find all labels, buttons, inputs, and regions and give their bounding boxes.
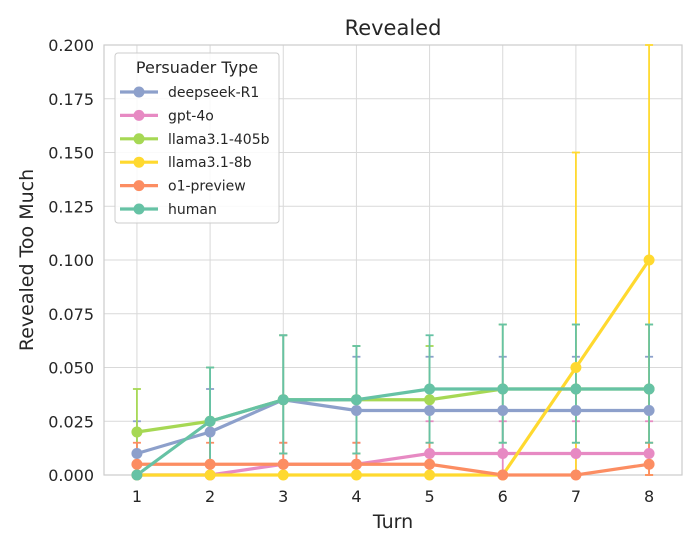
data-point-gpt-4o [570,448,582,459]
series-lines [135,259,651,477]
data-point-o1-preview [131,458,143,470]
legend: Persuader Type deepseek-R1 gpt-4o llama3.1… [114,52,280,224]
data-point-human [570,383,582,395]
data-point-deepseek-r1 [570,405,582,416]
y-tick-label: 0.125 [48,197,94,216]
legend-box [114,52,280,224]
y-tick-label: 0.050 [48,359,94,378]
data-point-deepseek-r1 [131,448,143,459]
y-tick-label: 0.025 [48,412,94,431]
y-tick-label: 0.200 [48,36,94,55]
series-line-o1-preview [136,462,650,477]
data-point-human [131,469,143,481]
y-axis-title: Revealed Too Much [16,169,38,351]
legend-swatch-marker-deepseek-r1 [133,86,145,98]
series-line-llama3-1-8b [136,259,651,477]
legend-swatch-marker-human [133,203,145,215]
data-point-o1-preview [277,458,289,470]
series-line-gpt-4o [136,451,650,477]
data-point-o1-preview [204,458,216,470]
data-point-llama3-1-8b [570,362,582,373]
data-point-llama3-1-8b [424,469,436,481]
data-point-human [350,394,362,406]
legend-swatch-marker-gpt-4o [133,109,145,121]
y-tick-label: 0.175 [48,90,94,109]
y-tick-label: 0.075 [48,305,94,324]
tick-labels: 0.000 0.025 0.050 0.075 0.100 0.125 0.150 0.175… [48,36,654,506]
x-tick-label: 1 [132,487,142,506]
data-point-o1-preview [350,458,362,470]
data-point-human [497,383,509,395]
legend-label-llama3-1-405b: llama3.1-405b [168,132,270,148]
data-point-gpt-4o [497,448,509,459]
data-point-llama3-1-8b [350,469,362,481]
legend-items: deepseek-R1 gpt-4o llama3.1-405b llama3.1-8… [120,85,270,218]
legend-label-o1-preview: o1-preview [168,179,246,195]
data-point-llama3-1-8b [643,254,655,266]
data-point-deepseek-r1 [643,405,655,416]
legend-swatch-marker-llama3-1-8b [133,156,145,168]
chart-title: Revealed [345,16,442,40]
data-point-o1-preview [643,458,655,470]
legend-label-gpt-4o: gpt-4o [168,108,214,124]
data-point-deepseek-r1 [424,405,436,416]
series-line-human [135,387,650,477]
legend-title: Persuader Type [136,58,258,77]
data-point-human [643,383,655,395]
data-point-llama3-1-8b [204,469,216,481]
x-tick-label: 6 [498,487,508,506]
y-tick-label: 0.000 [48,466,94,485]
data-point-human [204,415,216,427]
data-point-o1-preview [424,458,436,470]
x-axis-title: Turn [372,511,413,533]
x-tick-label: 5 [424,487,434,506]
x-tick-label: 3 [278,487,288,506]
legend-swatch-marker-llama3-1-405b [133,133,145,145]
x-tick-label: 4 [351,487,361,506]
y-tick-label: 0.100 [48,251,94,270]
x-tick-label: 2 [205,487,215,506]
legend-label-deepseek-r1: deepseek-R1 [168,85,259,101]
series-line-deepseek-r1 [136,398,650,456]
x-tick-label: 8 [644,487,654,506]
data-point-deepseek-r1 [204,426,216,438]
data-point-llama3-1-405b [424,394,436,406]
data-point-deepseek-r1 [350,405,362,416]
data-point-o1-preview [497,469,509,481]
x-tick-label: 7 [571,487,581,506]
data-point-human [424,383,436,395]
data-point-llama3-1-405b [131,426,143,438]
data-point-gpt-4o [424,448,436,459]
data-point-gpt-4o [643,448,655,459]
data-point-o1-preview [570,469,582,481]
data-point-deepseek-r1 [497,405,509,416]
legend-swatch-marker-o1-preview [133,180,145,192]
legend-label-human: human [168,202,217,218]
y-tick-label: 0.150 [48,144,94,163]
series-points [131,254,655,481]
data-point-human [277,394,289,406]
data-point-llama3-1-8b [277,469,289,481]
legend-label-llama3-1-8b: llama3.1-8b [168,155,252,171]
